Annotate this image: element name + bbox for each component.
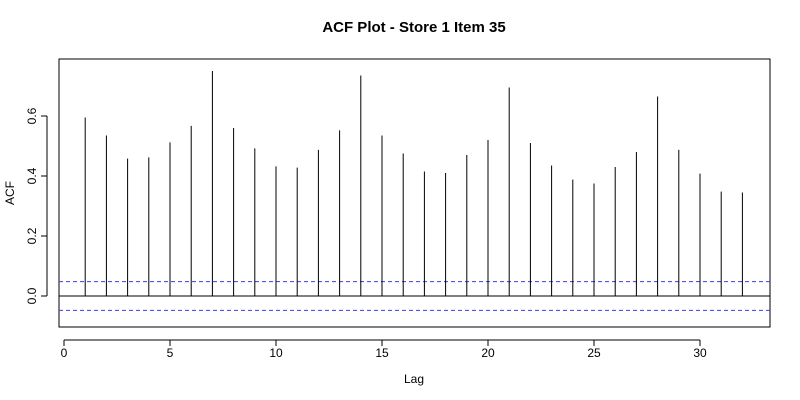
x-tick-label: 30: [693, 346, 707, 360]
x-tick-label: 25: [587, 346, 601, 360]
y-tick-label: 0.2: [25, 227, 39, 244]
plot-frame: [58, 58, 771, 328]
x-tick-label: 0: [61, 346, 68, 360]
y-tick-label: 0.6: [25, 107, 39, 124]
y-tick-label: 0.4: [25, 167, 39, 184]
confidence-bounds: [59, 281, 770, 311]
acf-bars: [84, 71, 743, 296]
x-tick-label: 10: [269, 346, 283, 360]
x-tick-label: 5: [167, 346, 174, 360]
y-axis-label: ACF: [3, 181, 17, 205]
y-axis: 0.0 0.2 0.4 0.6: [25, 107, 48, 304]
x-axis: 0 5 10 15 20 25 30: [61, 339, 707, 360]
chart-title: ACF Plot - Store 1 Item 35: [322, 19, 505, 36]
x-axis-label: Lag: [404, 372, 424, 386]
y-tick-label: 0.0: [25, 287, 39, 304]
x-tick-label: 15: [375, 346, 389, 360]
x-tick-label: 20: [481, 346, 495, 360]
